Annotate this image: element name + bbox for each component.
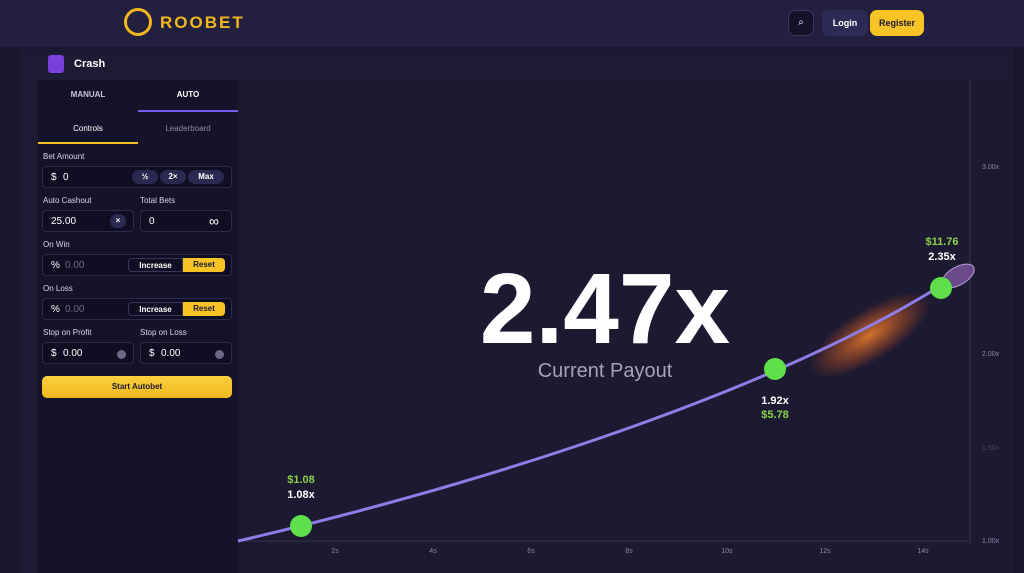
unit: % xyxy=(51,304,60,315)
stop-loss-input[interactable]: $ 0.00 xyxy=(140,342,232,364)
game-icon xyxy=(48,55,64,73)
reset-button[interactable]: Reset xyxy=(183,258,225,272)
current-payout: 2.47x xyxy=(479,253,731,365)
field-label: Auto Cashout xyxy=(43,196,92,205)
cashout-amount: $1.08 xyxy=(287,474,315,486)
register-button[interactable]: Register xyxy=(870,10,924,36)
value: 0 xyxy=(149,216,155,227)
total-bets-input[interactable]: 0 ∞ xyxy=(140,210,232,232)
y-axis-label: 3.00x xyxy=(982,164,1000,171)
cashout-input[interactable]: 25.00 × xyxy=(42,210,134,232)
value: 0.00 xyxy=(63,348,83,359)
cashout-marker xyxy=(930,277,952,299)
subtab-active[interactable]: Controls xyxy=(73,124,103,133)
bet-input[interactable]: $ 0 ½ 2× Max xyxy=(42,166,232,188)
y-axis-label: 1.00x xyxy=(982,538,1000,545)
info-icon[interactable] xyxy=(117,350,126,359)
x-axis-label: 2s xyxy=(331,548,339,555)
x-axis-label: 10s xyxy=(721,548,733,555)
rocket-flame xyxy=(809,291,931,379)
double-button[interactable]: 2× xyxy=(160,170,186,184)
side-panel: MANUAL AUTO Controls Leaderboard xyxy=(38,80,238,573)
currency: $ xyxy=(149,348,155,359)
value: 25.00 xyxy=(51,216,77,227)
value: 0.00 xyxy=(65,304,85,315)
field-label: Bet Amount xyxy=(43,152,85,161)
x-axis-label: 4s xyxy=(429,548,437,555)
max-button[interactable]: Max xyxy=(188,170,224,184)
tab-active[interactable]: AUTO xyxy=(176,90,200,99)
subtab[interactable]: Leaderboard xyxy=(165,124,211,133)
field-label: On Loss xyxy=(43,284,73,293)
field-label: Total Bets xyxy=(140,196,176,205)
on-win-input[interactable]: % 0.00 Increase Reset xyxy=(42,254,232,276)
currency: $ xyxy=(51,172,57,183)
logo-icon xyxy=(124,8,152,36)
login-button[interactable]: Login xyxy=(822,10,868,36)
tab-underline xyxy=(138,110,238,112)
subtab-underline xyxy=(38,142,138,144)
x-axis-label: 14s xyxy=(917,548,929,555)
field-label: Stop on Profit xyxy=(43,328,92,337)
top-nav: ROOBET ⌕ Login Register xyxy=(0,0,1024,47)
cashout-marker xyxy=(290,515,312,537)
search-button[interactable]: ⌕ xyxy=(788,10,814,36)
cashout-multiplier: 2.35x xyxy=(928,251,956,263)
payout-curve xyxy=(237,281,946,543)
game-title: Crash xyxy=(74,58,106,70)
y-axis-label: 1.50x xyxy=(982,445,1000,452)
stop-profit-input[interactable]: $ 0.00 xyxy=(42,342,134,364)
value: 0 xyxy=(63,172,69,183)
field-label: On Win xyxy=(43,240,70,249)
infinity-icon[interactable]: ∞ xyxy=(209,213,219,229)
cashout-marker xyxy=(764,358,786,380)
cashout-amount: $11.76 xyxy=(925,236,959,248)
unit: % xyxy=(51,260,60,271)
y-axis-label: 2.00x xyxy=(982,351,1000,358)
field-label: Stop on Loss xyxy=(140,328,187,337)
current-payout-label: Current Payout xyxy=(537,360,673,382)
value: 0.00 xyxy=(65,260,85,271)
tab[interactable]: MANUAL xyxy=(70,90,106,99)
increase-button[interactable]: Increase xyxy=(128,258,183,272)
game-header: Crash xyxy=(38,50,1010,80)
clear-button[interactable]: × xyxy=(110,214,126,228)
currency: $ xyxy=(51,348,57,359)
x-axis-label: 8s xyxy=(625,548,633,555)
value: 0.00 xyxy=(161,348,181,359)
reset-button[interactable]: Reset xyxy=(183,302,225,316)
info-icon[interactable] xyxy=(215,350,224,359)
half-button[interactable]: ½ xyxy=(132,170,158,184)
cashout-amount: $5.78 xyxy=(761,409,789,421)
cashout-multiplier: 1.08x xyxy=(287,489,315,501)
x-axis-label: 6s xyxy=(527,548,535,555)
logo: ROOBET xyxy=(160,13,245,32)
cashout-multiplier: 1.92x xyxy=(761,395,789,407)
x-axis-label: 12s xyxy=(819,548,831,555)
on-loss-input[interactable]: % 0.00 Increase Reset xyxy=(42,298,232,320)
increase-button[interactable]: Increase xyxy=(128,302,183,316)
start-autobet-button[interactable]: Start Autobet xyxy=(42,376,232,398)
